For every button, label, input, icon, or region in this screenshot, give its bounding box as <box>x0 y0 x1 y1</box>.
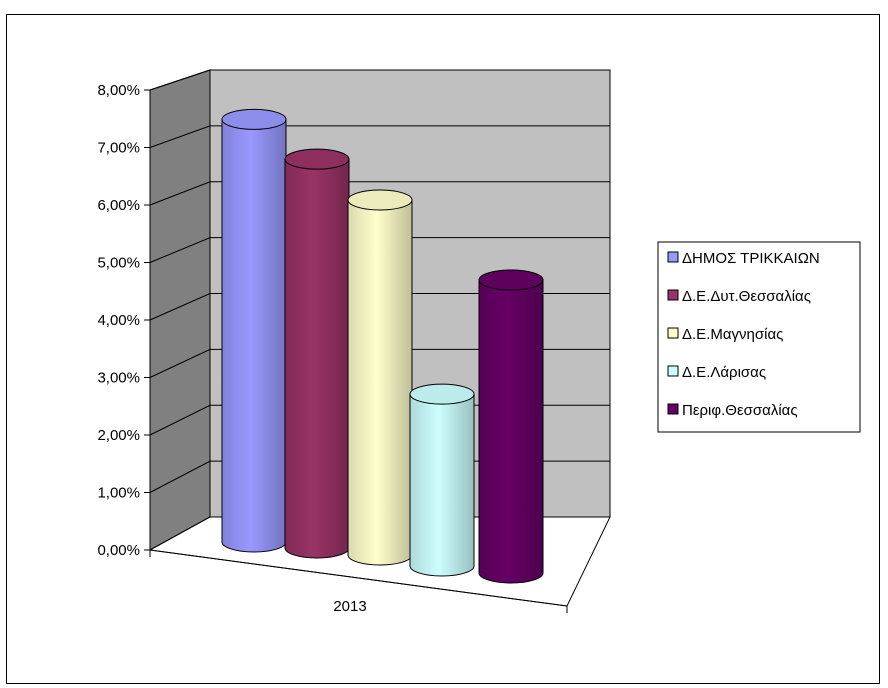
y-tick-label: 6,00% <box>97 197 140 214</box>
bar-3 <box>347 189 413 566</box>
legend-label: Δ.Ε.Λάρισας <box>682 364 766 381</box>
legend-swatch <box>667 327 679 339</box>
gridline <box>149 181 610 206</box>
bar-body <box>221 118 287 553</box>
legend-swatch <box>667 289 679 301</box>
legend-box <box>657 241 861 433</box>
gridline <box>149 69 610 91</box>
y-tick-label: 5,00% <box>97 255 140 272</box>
bar-body <box>284 158 350 559</box>
bar-top <box>221 108 287 130</box>
x-tick-label: 2013 <box>333 598 366 615</box>
y-tick-label: 0,00% <box>97 542 140 559</box>
y-tick-labels: 0,00% 1,00% 2,00% 3,00% 4,00% 5,00% 6,00% 7,00%… <box>97 82 140 559</box>
bar-top <box>284 148 350 170</box>
x-axis-line <box>149 549 568 607</box>
gridline <box>149 237 610 263</box>
legend-label: Περιφ.Θεσσαλίας <box>682 402 798 419</box>
legend-label: Δ.Ε.Δυτ.Θεσσαλίας <box>682 288 811 305</box>
y-tick-label: 1,00% <box>97 485 140 502</box>
legend-swatch <box>667 251 679 263</box>
y-tick-label: 7,00% <box>97 140 140 157</box>
bars <box>221 108 544 584</box>
gridline <box>149 460 610 493</box>
gridline <box>149 293 610 321</box>
bar-body <box>347 199 413 566</box>
bar-body <box>478 279 544 584</box>
gridline <box>149 404 610 436</box>
y-tick-label: 2,00% <box>97 427 140 444</box>
y-tick-label: 3,00% <box>97 370 140 387</box>
legend-swatch <box>667 403 679 415</box>
y-tick-label: 8,00% <box>97 82 140 99</box>
gridline <box>149 125 610 148</box>
legend: ΔΗΜΟΣ ΤΡΙΚΚΑΙΩΝ Δ.Ε.Δυτ.Θεσσαλίας Δ.Ε.Μαγν… <box>657 241 861 433</box>
y-tick-label: 4,00% <box>97 312 140 329</box>
gridline <box>149 348 610 378</box>
side-wall <box>149 69 211 551</box>
bar-4 <box>409 383 475 577</box>
bar-1 <box>221 108 287 553</box>
legend-label: ΔΗΜΟΣ ΤΡΙΚΚΑΙΩΝ <box>682 250 820 267</box>
bar-top <box>347 189 413 211</box>
bar-body <box>409 393 475 577</box>
bar-5 <box>478 269 544 584</box>
y-tick-marks <box>144 89 150 551</box>
gridlines <box>149 69 610 493</box>
bar-top <box>409 383 475 405</box>
bar-top <box>478 269 544 291</box>
legend-swatch <box>667 365 679 377</box>
bar-2 <box>284 148 350 559</box>
legend-label: Δ.Ε.Μαγνησίας <box>682 326 783 343</box>
